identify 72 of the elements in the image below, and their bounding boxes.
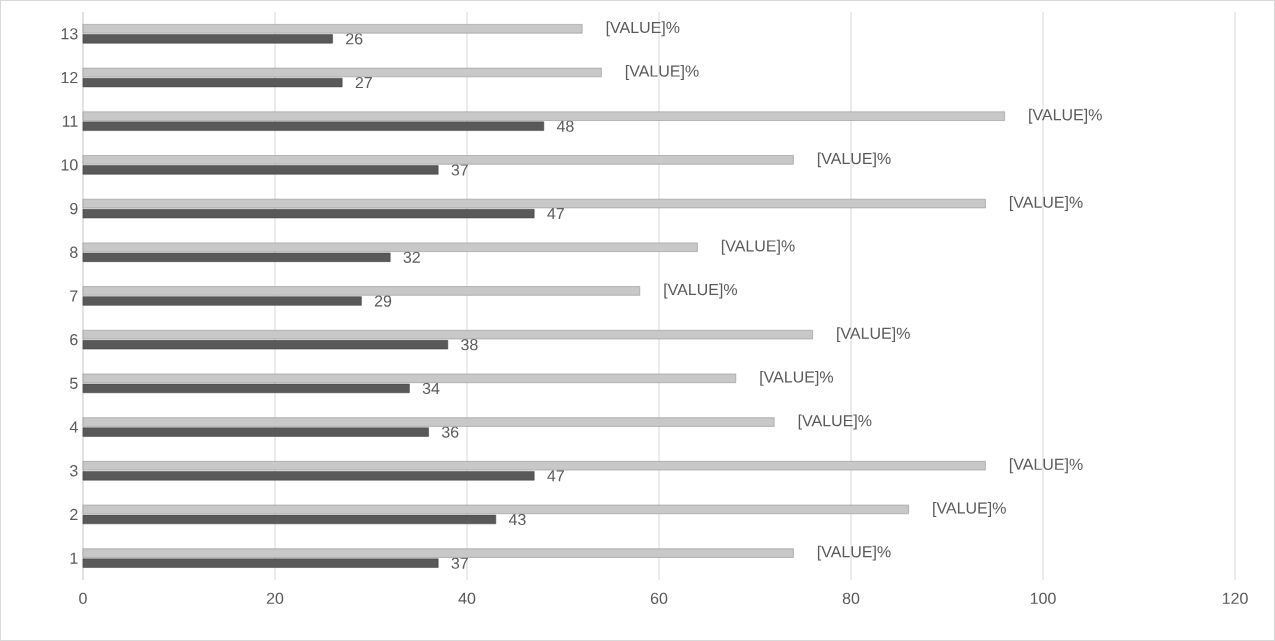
data-label: 37 — [451, 164, 468, 176]
data-label: [VALUE]% — [1029, 108, 1102, 124]
data-label: 29 — [374, 295, 392, 307]
data-label: [VALUE]% — [1009, 458, 1083, 474]
bar — [82, 208, 535, 219]
data-label: 36 — [441, 426, 459, 438]
y-tick-label: 2 — [70, 508, 78, 521]
data-label: 32 — [403, 251, 420, 263]
bar — [82, 514, 497, 525]
x-tick-label: 0 — [79, 592, 87, 605]
data-label: 37 — [451, 557, 468, 569]
data-label: [VALUE]% — [933, 501, 1006, 517]
data-label: [VALUE]% — [625, 65, 699, 80]
bar — [82, 558, 439, 568]
bar — [82, 242, 698, 252]
bar — [82, 77, 343, 88]
x-tick-label: 20 — [266, 592, 284, 605]
y-tick-label: 12 — [61, 71, 78, 84]
data-label: [VALUE]% — [760, 370, 834, 386]
y-tick-label: 8 — [70, 246, 78, 258]
bar — [82, 155, 794, 165]
data-label: [VALUE]% — [817, 152, 891, 168]
data-label: 34 — [422, 382, 440, 395]
bar — [82, 548, 794, 558]
x-tick-label: 120 — [1222, 592, 1248, 605]
data-label: 27 — [355, 76, 372, 89]
bar — [82, 252, 391, 262]
data-label: 47 — [547, 470, 564, 482]
bar — [82, 24, 583, 34]
data-label: 43 — [508, 513, 526, 526]
bar — [82, 373, 737, 383]
bar — [82, 427, 429, 437]
data-label: 47 — [547, 208, 564, 220]
bar — [82, 67, 602, 78]
y-tick-label: 6 — [70, 334, 78, 346]
y-tick-label: 1 — [70, 552, 78, 564]
x-tick-label: 40 — [458, 592, 476, 605]
bar — [82, 296, 362, 306]
bar — [82, 111, 1005, 121]
x-tick-label: 100 — [1030, 592, 1056, 605]
bar — [82, 330, 813, 340]
y-tick-label: 9 — [70, 202, 78, 215]
bar — [82, 340, 449, 350]
bar — [82, 504, 909, 515]
y-tick-label: 5 — [70, 377, 78, 389]
y-tick-label: 10 — [61, 159, 78, 171]
bar — [82, 121, 545, 131]
data-label: [VALUE]% — [798, 414, 872, 430]
y-tick-label: 7 — [70, 290, 78, 302]
y-tick-label: 11 — [62, 115, 78, 127]
bar — [82, 383, 410, 394]
data-label: 38 — [461, 339, 478, 351]
bar — [82, 461, 986, 471]
bar — [82, 198, 986, 209]
x-tick-label: 80 — [842, 592, 860, 605]
data-label: [VALUE]% — [721, 239, 795, 255]
bar — [82, 286, 641, 296]
data-label: [VALUE]% — [837, 327, 910, 343]
data-label: [VALUE]% — [664, 283, 738, 299]
y-tick-label: 4 — [69, 421, 78, 433]
data-label: 26 — [346, 33, 363, 45]
bar — [82, 34, 333, 44]
data-label: 48 — [556, 120, 574, 132]
bar — [82, 165, 439, 175]
y-tick-label: 3 — [69, 465, 78, 477]
data-label: [VALUE]% — [1009, 196, 1083, 212]
data-label: [VALUE]% — [606, 21, 680, 37]
x-tick-label: 60 — [650, 592, 668, 605]
bar — [82, 417, 775, 427]
y-tick-label: 13 — [61, 28, 78, 40]
data-label: [VALUE]% — [817, 545, 891, 561]
bar — [82, 471, 535, 481]
